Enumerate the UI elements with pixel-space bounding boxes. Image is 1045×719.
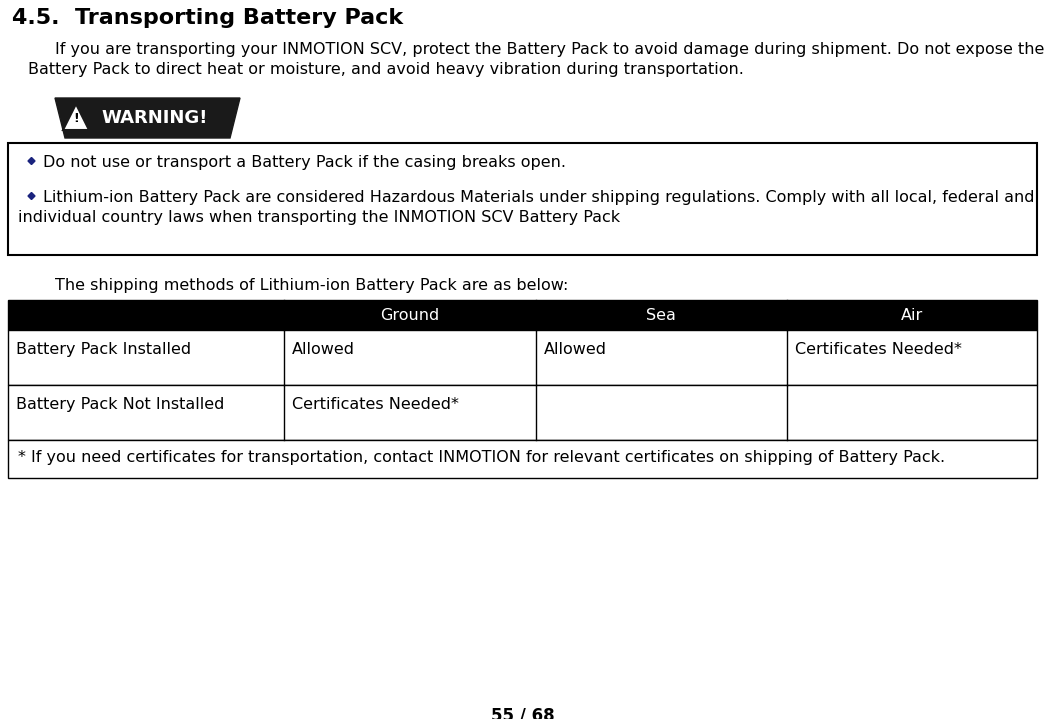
Text: WARNING!: WARNING! (101, 109, 207, 127)
Text: Lithium-ion Battery Pack are considered Hazardous Materials under shipping regul: Lithium-ion Battery Pack are considered … (43, 190, 1035, 205)
Text: If you are transporting your INMOTION SCV, protect the Battery Pack to avoid dam: If you are transporting your INMOTION SC… (55, 42, 1044, 57)
Text: Battery Pack to direct heat or moisture, and avoid heavy vibration during transp: Battery Pack to direct heat or moisture,… (28, 62, 744, 77)
Text: 4.5.  Transporting Battery Pack: 4.5. Transporting Battery Pack (11, 8, 403, 28)
Text: Do not use or transport a Battery Pack if the casing breaks open.: Do not use or transport a Battery Pack i… (43, 155, 566, 170)
Text: Ground: Ground (380, 308, 440, 323)
FancyBboxPatch shape (8, 440, 1037, 478)
Text: The shipping methods of Lithium-ion Battery Pack are as below:: The shipping methods of Lithium-ion Batt… (55, 278, 568, 293)
Text: Certificates Needed*: Certificates Needed* (292, 397, 459, 412)
Text: Certificates Needed*: Certificates Needed* (795, 342, 961, 357)
Polygon shape (28, 193, 34, 199)
Text: Air: Air (901, 308, 923, 323)
Polygon shape (28, 157, 34, 165)
Text: Allowed: Allowed (543, 342, 607, 357)
Text: Battery Pack Installed: Battery Pack Installed (16, 342, 191, 357)
Text: 55 / 68: 55 / 68 (491, 706, 554, 719)
FancyBboxPatch shape (8, 330, 1037, 385)
Text: individual country laws when transporting the INMOTION SCV Battery Pack: individual country laws when transportin… (18, 210, 620, 225)
Polygon shape (63, 104, 89, 130)
Polygon shape (55, 98, 240, 138)
FancyBboxPatch shape (8, 385, 1037, 440)
Text: !: ! (73, 111, 78, 125)
Text: Allowed: Allowed (292, 342, 354, 357)
FancyBboxPatch shape (8, 300, 1037, 330)
Text: * If you need certificates for transportation, contact INMOTION for relevant cer: * If you need certificates for transport… (18, 450, 945, 465)
Text: Battery Pack Not Installed: Battery Pack Not Installed (16, 397, 225, 412)
FancyBboxPatch shape (8, 143, 1037, 255)
Text: Sea: Sea (647, 308, 676, 323)
